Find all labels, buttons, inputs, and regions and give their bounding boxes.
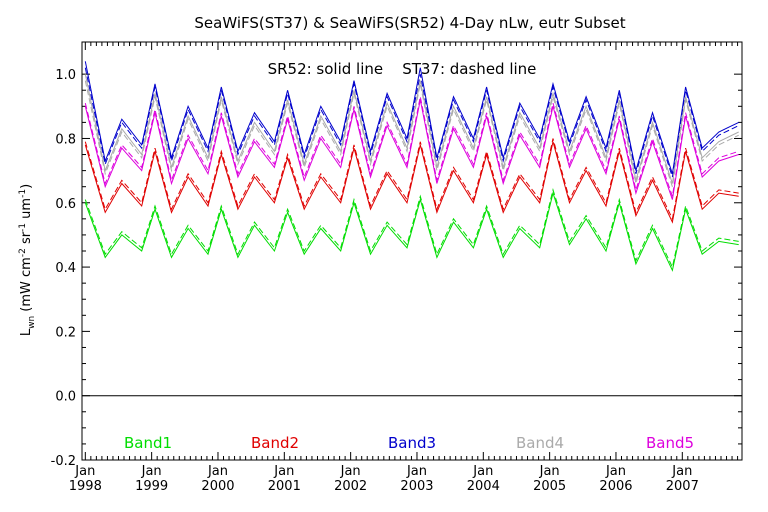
series-dashed-band3 <box>84 67 739 178</box>
y-label-rest4: ) <box>19 184 34 189</box>
x-tick-month: Jan <box>273 464 294 479</box>
y-tick-label: 0.6 <box>55 197 76 212</box>
x-tick-year: 2002 <box>334 479 367 494</box>
series-solid-band5 <box>84 99 739 200</box>
legend-band5: Band5 <box>646 434 694 452</box>
legend-band2: Band2 <box>251 434 299 452</box>
x-tick-month: Jan <box>207 464 228 479</box>
x-tick-year: 2003 <box>400 479 433 494</box>
y-label-sub: wn <box>27 316 37 329</box>
y-tick-label: 1.0 <box>55 68 76 83</box>
series-solid-band1 <box>84 191 739 272</box>
plot-frame <box>81 41 743 461</box>
series-dashed-band4 <box>84 80 739 187</box>
x-tick-year: 2001 <box>268 479 301 494</box>
x-tick-year: 2000 <box>201 479 234 494</box>
x-tick-month: Jan <box>671 464 692 479</box>
y-label-rest3: um <box>19 198 34 223</box>
x-tick-year: 2006 <box>599 479 632 494</box>
x-tick-year: 2005 <box>533 479 566 494</box>
x-tick-year: 1998 <box>69 479 102 494</box>
line-style-annotation: SR52: solid line ST37: dashed line <box>268 60 537 78</box>
series-solid-band3 <box>84 61 739 174</box>
series-solid-band2 <box>84 141 739 224</box>
plot-area: -0.20.00.20.40.60.81.0Jan1998Jan1999Jan2… <box>51 41 743 494</box>
x-tick-month: Jan <box>472 464 493 479</box>
y-tick-label: 0.8 <box>55 132 76 147</box>
x-tick-month: Jan <box>605 464 626 479</box>
legend-band4: Band4 <box>516 434 564 452</box>
series-dashed-band1 <box>84 188 739 269</box>
y-label-sup1: -2 <box>18 248 28 257</box>
y-label-sup3: -1 <box>18 189 28 198</box>
series-dashed-band5 <box>84 96 739 197</box>
legend-band1: Band1 <box>124 434 172 452</box>
y-label-sup2: -1 <box>18 223 28 232</box>
x-tick-month: Jan <box>340 464 361 479</box>
y-label-main: L <box>19 328 34 336</box>
y-label-rest1: (mW cm <box>19 257 34 316</box>
y-label-rest2: sr <box>19 231 34 248</box>
legend-band3: Band3 <box>388 434 436 452</box>
chart-title: SeaWiFS(ST37) & SeaWiFS(SR52) 4-Day nLw,… <box>194 14 625 32</box>
y-tick-label: 0.4 <box>55 261 76 276</box>
x-tick-month: Jan <box>74 464 95 479</box>
x-tick-year: 2004 <box>467 479 500 494</box>
x-tick-month: Jan <box>141 464 162 479</box>
x-tick-month: Jan <box>406 464 427 479</box>
svg-text:Lwn (mW cm-2 sr-1 um-1): Lwn (mW cm-2 sr-1 um-1) <box>18 184 37 336</box>
series-dashed-band2 <box>84 138 739 221</box>
x-tick-month: Jan <box>539 464 560 479</box>
y-tick-label: 0.0 <box>55 390 76 405</box>
series-solid-band4 <box>84 74 739 184</box>
x-tick-year: 1999 <box>135 479 168 494</box>
y-axis-label: Lwn (mW cm-2 sr-1 um-1) <box>18 184 37 336</box>
x-tick-year: 2007 <box>666 479 699 494</box>
y-tick-label: -0.2 <box>51 454 76 469</box>
y-tick-label: 0.2 <box>55 325 76 340</box>
